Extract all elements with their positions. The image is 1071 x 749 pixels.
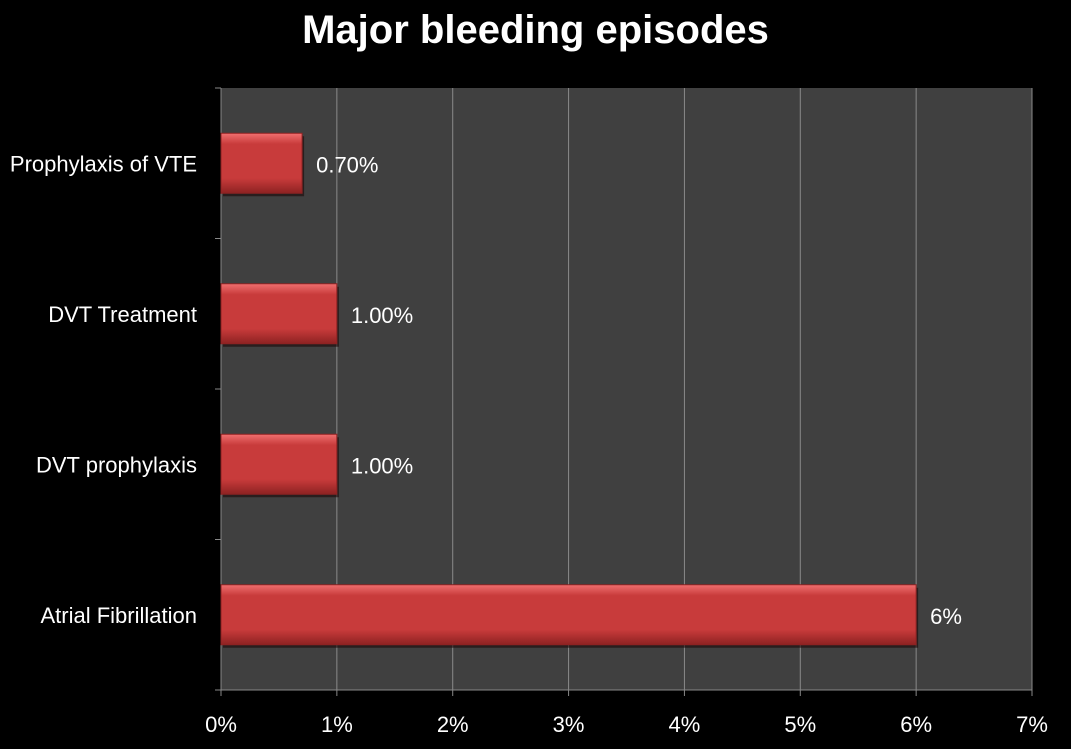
bar — [220, 584, 917, 646]
bar — [220, 132, 303, 194]
category-label: Prophylaxis of VTE — [10, 151, 197, 176]
value-label: 0.70% — [316, 152, 378, 177]
x-tick-label: 5% — [784, 712, 816, 737]
category-label: DVT Treatment — [48, 302, 197, 327]
x-tick-label: 3% — [553, 712, 585, 737]
x-tick-label: 0% — [205, 712, 237, 737]
value-label: 6% — [930, 604, 962, 629]
category-label: DVT prophylaxis — [36, 452, 197, 477]
x-tick-label: 4% — [669, 712, 701, 737]
x-tick-label: 2% — [437, 712, 469, 737]
x-tick-label: 7% — [1016, 712, 1048, 737]
bar — [220, 283, 338, 345]
value-label: 1.00% — [351, 453, 413, 478]
category-label: Atrial Fibrillation — [41, 603, 198, 628]
bar — [220, 433, 338, 495]
x-tick-label: 6% — [900, 712, 932, 737]
x-tick-label: 1% — [321, 712, 353, 737]
labels: 0% 1% 2% 3% 4% 5% 6% 7% Prophylaxis of VTE 0.70% D… — [10, 151, 1048, 737]
chart-title: Major bleeding episodes — [302, 8, 769, 52]
value-label: 1.00% — [351, 303, 413, 328]
bars — [220, 132, 919, 648]
